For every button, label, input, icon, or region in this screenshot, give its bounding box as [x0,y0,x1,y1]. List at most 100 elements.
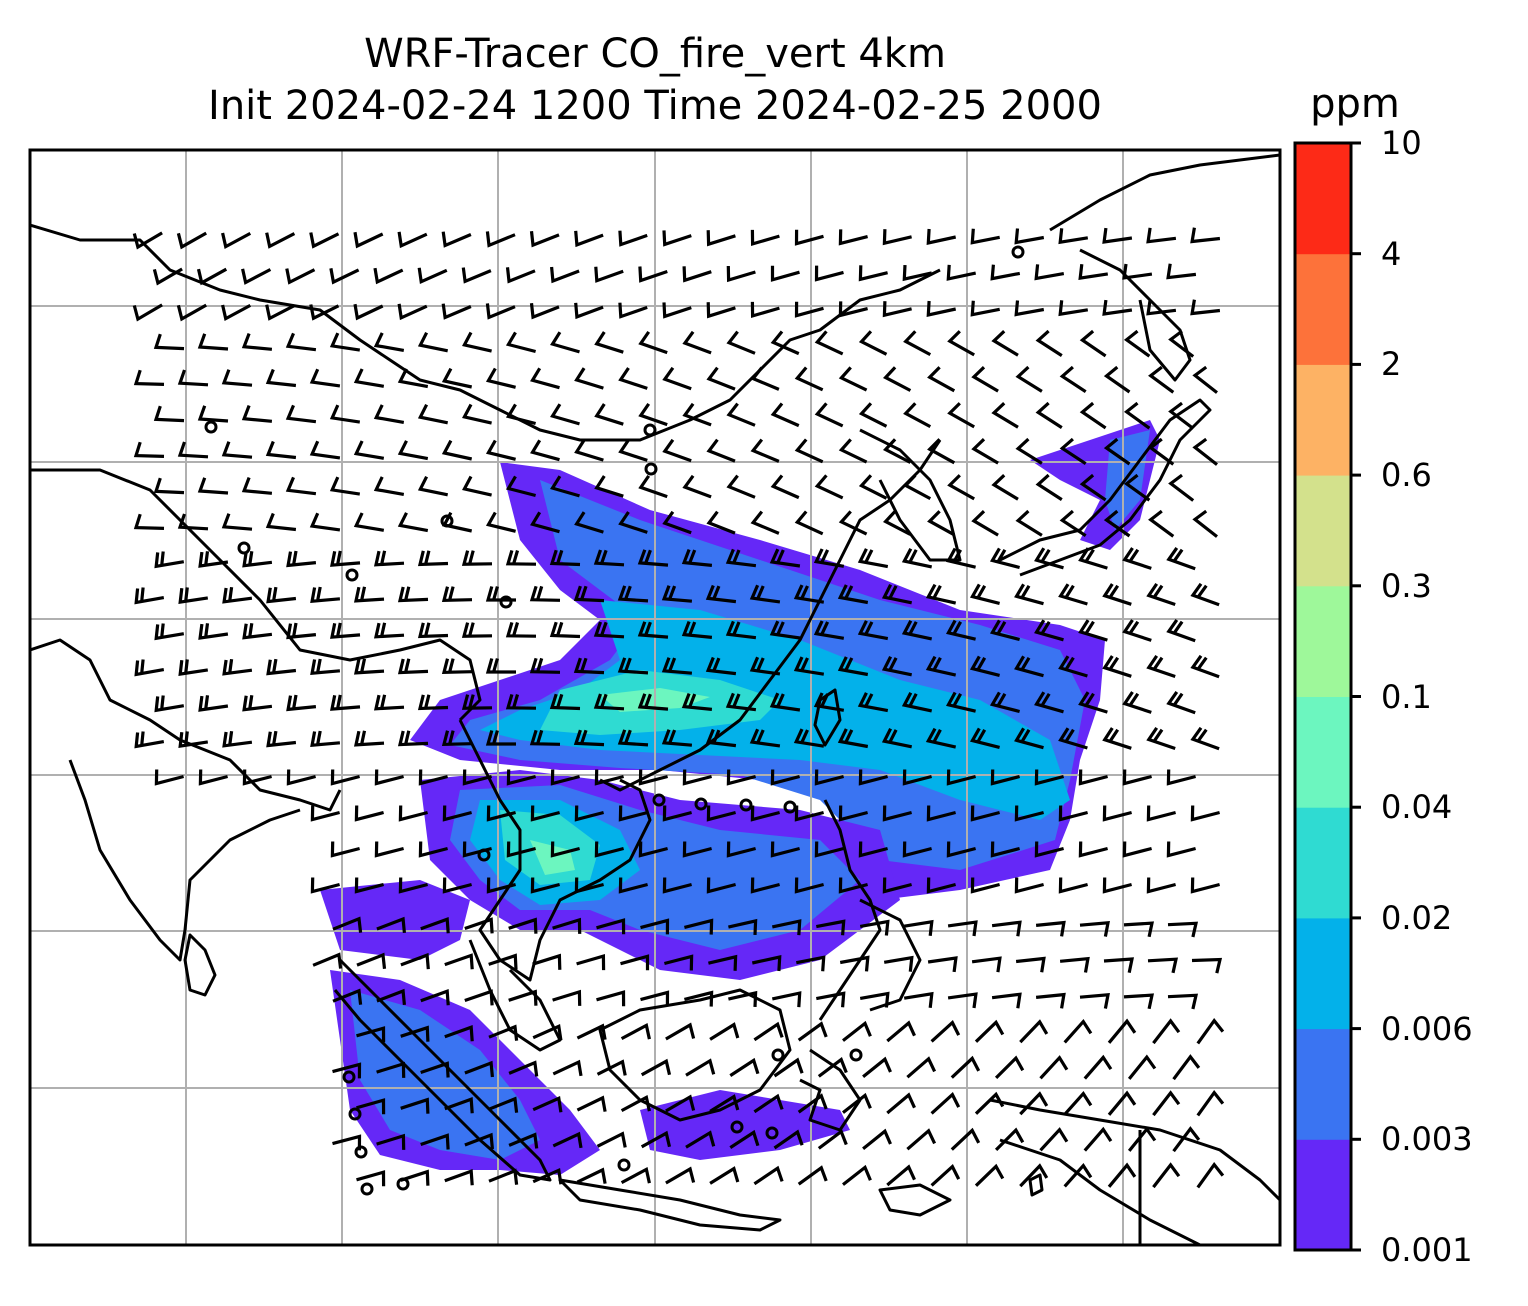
wind-barb [441,586,473,602]
wind-barb [330,841,360,858]
wind-barb [903,402,932,429]
wind-barb [198,623,229,640]
wind-barb [837,656,869,677]
wind-barb [1035,401,1063,429]
wind-barb [464,1060,494,1078]
plume-borneo [640,1090,850,1160]
wind-barb [444,953,474,970]
wind-barb [681,693,713,711]
wind-barb [817,1057,848,1078]
wind-barb [970,805,1000,822]
wind-barb [354,805,384,822]
coast-borneo [598,988,792,1122]
wind-barb [971,438,999,465]
wind-barb [726,769,756,786]
wind-barb [771,919,802,936]
wind-barb [596,918,626,935]
wind-barb [462,841,492,858]
colorbar-tick-label: 10 [1381,124,1422,162]
wind-barb [309,512,341,532]
wind-barb [794,805,824,822]
wind-barb [1102,877,1132,894]
wind-barb [310,877,340,894]
wind-barb [222,730,253,748]
wind-barb [881,727,913,749]
chart-title-line1: WRF-Tracer CO_fire_vert 4km [364,31,946,77]
wind-barb [485,730,516,746]
wind-barb [462,403,492,425]
wind-barb [1123,921,1155,938]
wind-barb [485,511,516,533]
wind-barb [550,769,580,786]
wind-barb [662,230,692,247]
wind-barb [153,405,185,423]
wind-barb [312,952,343,969]
wind-barb [488,953,518,970]
wind-barb [505,549,537,566]
wind-barb [506,769,536,786]
coast-china-east [599,439,942,792]
wind-barb [462,475,492,497]
wind-barb [464,917,494,934]
wind-barb [594,331,624,354]
wind-barb [508,989,538,1006]
wind-barb [881,583,913,605]
wind-barb [945,691,976,713]
wind-barb [661,729,693,747]
wind-barb [177,441,209,459]
wind-barb [837,728,869,749]
colorbar [1293,141,1361,1252]
wind-barb [1122,619,1152,642]
wind-barb [241,333,273,351]
wind-barb [1172,1126,1201,1153]
wind-barb [930,1164,961,1187]
wind-barb [417,550,449,567]
wind-barb [441,303,472,320]
wind-barb [926,805,956,822]
wind-barb [242,769,272,786]
wind-barb [332,1062,362,1079]
wind-barb [838,510,868,536]
wind-barb [1039,1127,1069,1152]
wind-barb [620,1166,651,1185]
wind-barb [842,1020,872,1042]
wind-barb [550,266,580,284]
wind-barb [974,1163,1005,1187]
wind-barb [838,877,868,894]
wind-barb [241,405,273,423]
wind-barb [662,805,692,822]
wind-barb [662,510,692,535]
wind-barb [1014,583,1044,606]
colorbar-tick-label: 0.006 [1381,1009,1473,1048]
wind-barb [376,1133,406,1150]
wind-barb [397,440,429,461]
wind-barb [708,954,738,971]
wind-barb [132,231,163,250]
wind-barb [947,330,975,357]
wind-barb [795,955,826,972]
wind-barb [332,1134,362,1151]
wind-barb [793,584,825,604]
wind-barb [661,657,693,675]
wind-barb [242,694,273,712]
wind-barb [797,1093,828,1114]
colorbar-segment [1295,143,1351,255]
wind-barb [1059,437,1087,466]
wind-barb [178,587,209,604]
wind-barb [1167,993,1199,1010]
wind-barb [797,1165,828,1186]
wind-barb [1063,1162,1093,1188]
plume-indonesia-mid [350,990,540,1160]
wind-barb [1015,509,1043,537]
wind-barb [444,1024,474,1042]
wind-barb [882,805,912,822]
wind-barb [529,585,561,602]
wind-barb [154,623,185,641]
wind-barb [353,368,385,388]
wind-barb [353,303,384,321]
wind-barb [1058,655,1088,678]
wind-barb [221,513,253,531]
wind-barb [310,586,341,603]
wind-barb [353,658,385,675]
wind-barb [726,474,756,499]
